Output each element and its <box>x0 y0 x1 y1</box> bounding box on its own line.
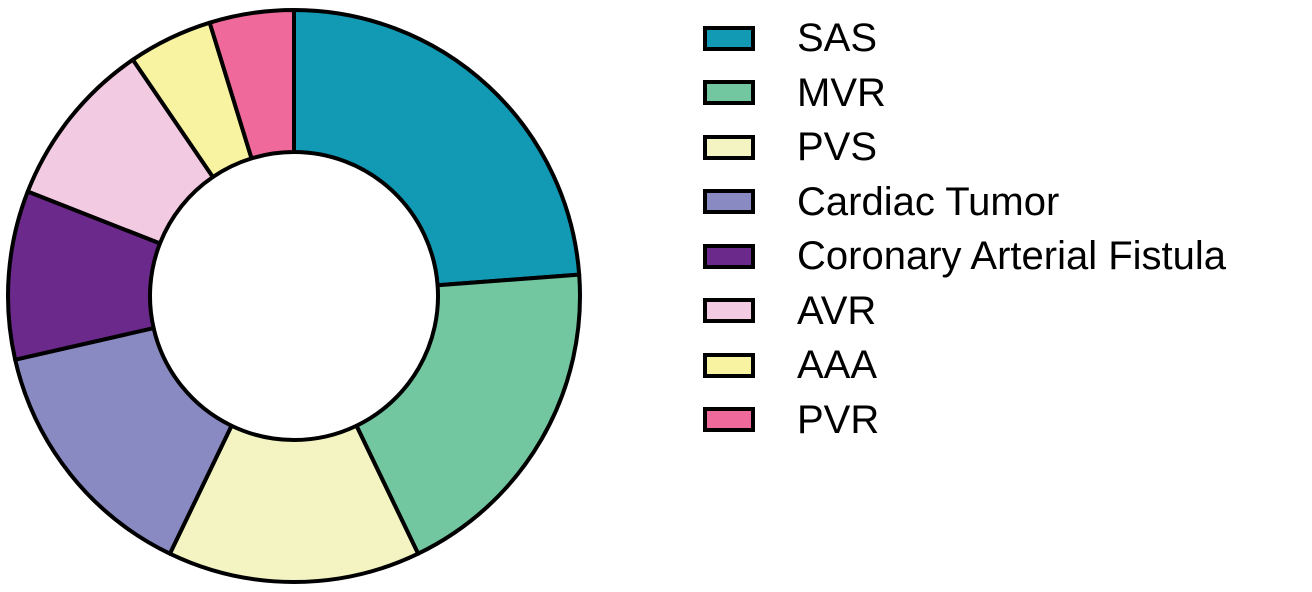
legend-item-aaa: AAA <box>703 338 1308 393</box>
legend-label: SAS <box>797 16 878 61</box>
legend-swatch <box>703 243 755 269</box>
legend-item-sas: SAS <box>703 11 1308 66</box>
legend-swatch <box>703 407 755 433</box>
legend: SAS MVR PVS Cardiac Tumor Coronary Arterial … <box>703 11 1308 447</box>
legend-item-avr: AVR <box>703 284 1308 339</box>
legend-label: Cardiac Tumor <box>797 179 1060 224</box>
donut-plot <box>6 8 582 584</box>
slice-pvs <box>167 423 421 584</box>
legend-label: PVR <box>797 397 880 442</box>
legend-item-pvs: PVS <box>703 120 1308 175</box>
legend-label: AAA <box>797 343 878 388</box>
legend-item-cardiac-tumor: Cardiac Tumor <box>703 175 1308 230</box>
legend-swatch <box>703 298 755 324</box>
legend-swatch <box>703 352 755 378</box>
legend-swatch <box>703 189 755 215</box>
legend-swatch <box>703 25 755 51</box>
legend-label: Coronary Arterial Fistula <box>797 234 1227 279</box>
legend-label: MVR <box>797 70 886 115</box>
legend-item-pvr: PVR <box>703 393 1308 448</box>
legend-item-coronary-arterial-fistula: Coronary Arterial Fistula <box>703 229 1308 284</box>
legend-swatch <box>703 80 755 106</box>
legend-swatch <box>703 134 755 160</box>
legend-item-mvr: MVR <box>703 66 1308 121</box>
slice-sas <box>292 8 582 288</box>
slice-mvr <box>354 272 582 556</box>
legend-label: PVS <box>797 125 878 170</box>
slice-pvr <box>207 8 296 161</box>
legend-label: AVR <box>797 288 877 333</box>
slice-cardiac-tumor <box>13 326 234 556</box>
